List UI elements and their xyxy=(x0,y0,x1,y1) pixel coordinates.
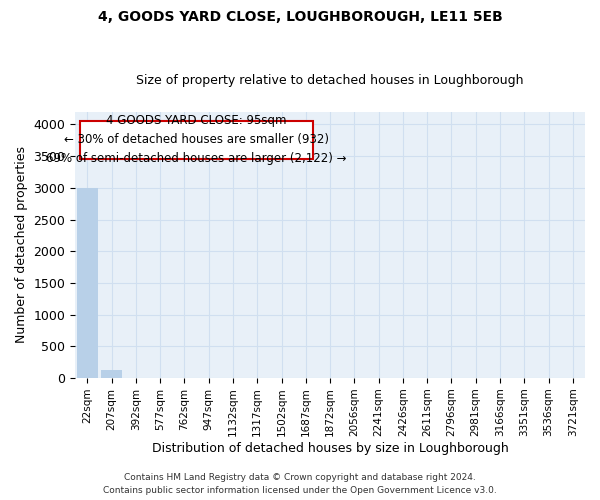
Bar xyxy=(77,188,98,378)
Bar xyxy=(101,370,122,378)
Text: 4, GOODS YARD CLOSE, LOUGHBOROUGH, LE11 5EB: 4, GOODS YARD CLOSE, LOUGHBOROUGH, LE11 … xyxy=(98,10,502,24)
Title: Size of property relative to detached houses in Loughborough: Size of property relative to detached ho… xyxy=(136,74,524,87)
Y-axis label: Number of detached properties: Number of detached properties xyxy=(15,146,28,344)
FancyBboxPatch shape xyxy=(80,120,313,158)
Text: 4 GOODS YARD CLOSE: 95sqm
← 30% of detached houses are smaller (932)
69% of semi: 4 GOODS YARD CLOSE: 95sqm ← 30% of detac… xyxy=(46,114,347,165)
Text: Contains HM Land Registry data © Crown copyright and database right 2024.
Contai: Contains HM Land Registry data © Crown c… xyxy=(103,474,497,495)
X-axis label: Distribution of detached houses by size in Loughborough: Distribution of detached houses by size … xyxy=(152,442,508,455)
